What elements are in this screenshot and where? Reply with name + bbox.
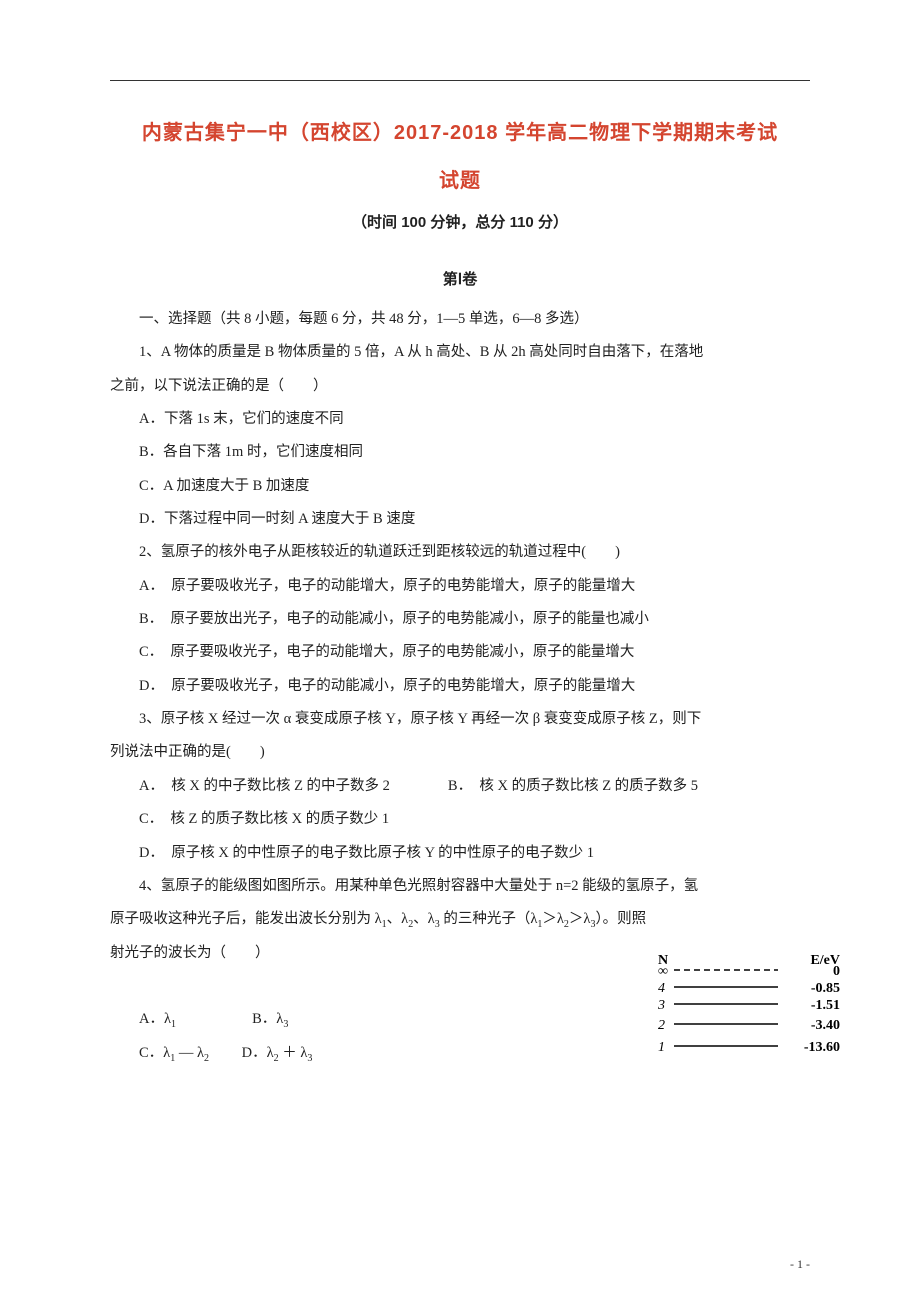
section-title: 第Ⅰ卷 [110, 268, 810, 289]
q3-stem-line2: 列说法中正确的是( ) [110, 736, 810, 769]
q4-stem2-d: 的三种光子（λ [440, 911, 538, 927]
exam-title: 内蒙古集宁一中（西校区）2017-2018 学年高二物理下学期期末考试 试题 [110, 109, 810, 205]
q2-option-c: C． 原子要吸收光子，电子的动能增大，原子的电势能减小，原子的能量增大 [110, 636, 810, 669]
q4-stem2-b: 、λ [387, 911, 409, 927]
svg-text:-1.51: -1.51 [811, 998, 840, 1013]
q2-option-a: A． 原子要吸收光子，电子的动能增大，原子的电势能增大，原子的能量增大 [110, 570, 810, 603]
q4-opt-a: A．λ [139, 1011, 171, 1027]
q1-stem-line1: 1、A 物体的质量是 B 物体质量的 5 倍，A 从 h 高处、B 从 2h 高… [110, 336, 810, 369]
q4-stem2-c: 、λ [413, 911, 435, 927]
q4-opt-a-sub: 1 [171, 1019, 176, 1030]
svg-text:∞: ∞ [658, 964, 668, 979]
q2-stem: 2、氢原子的核外电子从距核较近的轨道跃迁到距核较远的轨道过程中( ) [110, 536, 810, 569]
q4-opt-d: D．λ [242, 1045, 274, 1061]
title-line-2: 试题 [439, 170, 481, 192]
q2-option-b: B． 原子要放出光子，电子的动能减小，原子的电势能减小，原子的能量也减小 [110, 603, 810, 636]
q4-opt-b-sub: 3 [283, 1019, 288, 1030]
q4-opt-c-mid: — λ [175, 1045, 204, 1061]
q1-option-a: A．下落 1s 末，它们的速度不同 [110, 403, 810, 436]
q4-opt-d-sub3: 3 [307, 1052, 312, 1063]
q4-opt-d-mid: ＋ λ [279, 1045, 308, 1061]
svg-text:3: 3 [657, 998, 665, 1013]
q4-stem-line1: 4、氢原子的能级图如图所示。用某种单色光照射容器中大量处于 n=2 能级的氢原子… [110, 870, 810, 903]
energy-svg: NE/eV∞04-0.853-1.512-3.401-13.60 [650, 954, 850, 1064]
page-number: - 1 - [790, 1257, 810, 1272]
q3-option-ab: A． 核 X 的中子数比核 Z 的中子数多 2 B． 核 X 的质子数比核 Z … [110, 770, 810, 803]
q4-opt-b: B．λ [252, 1011, 283, 1027]
q4-opt-c-sub2: 2 [204, 1052, 209, 1063]
svg-text:0: 0 [833, 964, 840, 979]
q4-stem2-a: 原子吸收这种光子后，能发出波长分别为 λ [110, 911, 382, 927]
q4-stem2-f: ＞λ [569, 911, 591, 927]
q1-option-c: C．A 加速度大于 B 加速度 [110, 470, 810, 503]
q3-option-c: C． 核 Z 的质子数比核 X 的质子数少 1 [110, 803, 810, 836]
q1-stem-line2: 之前，以下说法正确的是（ ） [110, 370, 810, 403]
exam-subtitle: （时间 100 分钟，总分 110 分） [110, 211, 810, 232]
svg-text:-0.85: -0.85 [811, 981, 840, 996]
svg-text:-3.40: -3.40 [811, 1018, 840, 1033]
title-line-1: 内蒙古集宁一中（西校区）2017-2018 学年高二物理下学期期末考试 [142, 122, 778, 144]
q4-opt-c: C．λ [139, 1045, 170, 1061]
svg-text:4: 4 [658, 981, 665, 996]
svg-text:2: 2 [658, 1018, 665, 1033]
q4-stem2-e: ＞λ [542, 911, 564, 927]
q4-container: 4、氢原子的能级图如图所示。用某种单色光照射容器中大量处于 n=2 能级的氢原子… [110, 870, 810, 1070]
q1-option-d: D．下落过程中同一时刻 A 速度大于 B 速度 [110, 503, 810, 536]
svg-text:1: 1 [658, 1040, 665, 1055]
q4-stem2-g: ）。则照 [595, 911, 646, 927]
q3-stem-line1: 3、原子核 X 经过一次 α 衰变成原子核 Y，原子核 Y 再经一次 β 衰变变… [110, 703, 810, 736]
section-intro: 一、选择题（共 8 小题，每题 6 分，共 48 分，1—5 单选，6—8 多选… [110, 303, 810, 336]
energy-level-diagram: NE/eV∞04-0.853-1.512-3.401-13.60 [650, 954, 850, 1069]
q1-option-b: B．各自下落 1m 时，它们速度相同 [110, 436, 810, 469]
svg-text:-13.60: -13.60 [804, 1040, 840, 1055]
q2-option-d: D． 原子要吸收光子，电子的动能减小，原子的电势能增大，原子的能量增大 [110, 670, 810, 703]
q4-stem-line2: 原子吸收这种光子后，能发出波长分别为 λ1、λ2、λ3 的三种光子（λ1＞λ2＞… [110, 903, 810, 936]
top-divider [110, 80, 810, 81]
q3-option-d: D． 原子核 X 的中性原子的电子数比原子核 Y 的中性原子的电子数少 1 [110, 837, 810, 870]
